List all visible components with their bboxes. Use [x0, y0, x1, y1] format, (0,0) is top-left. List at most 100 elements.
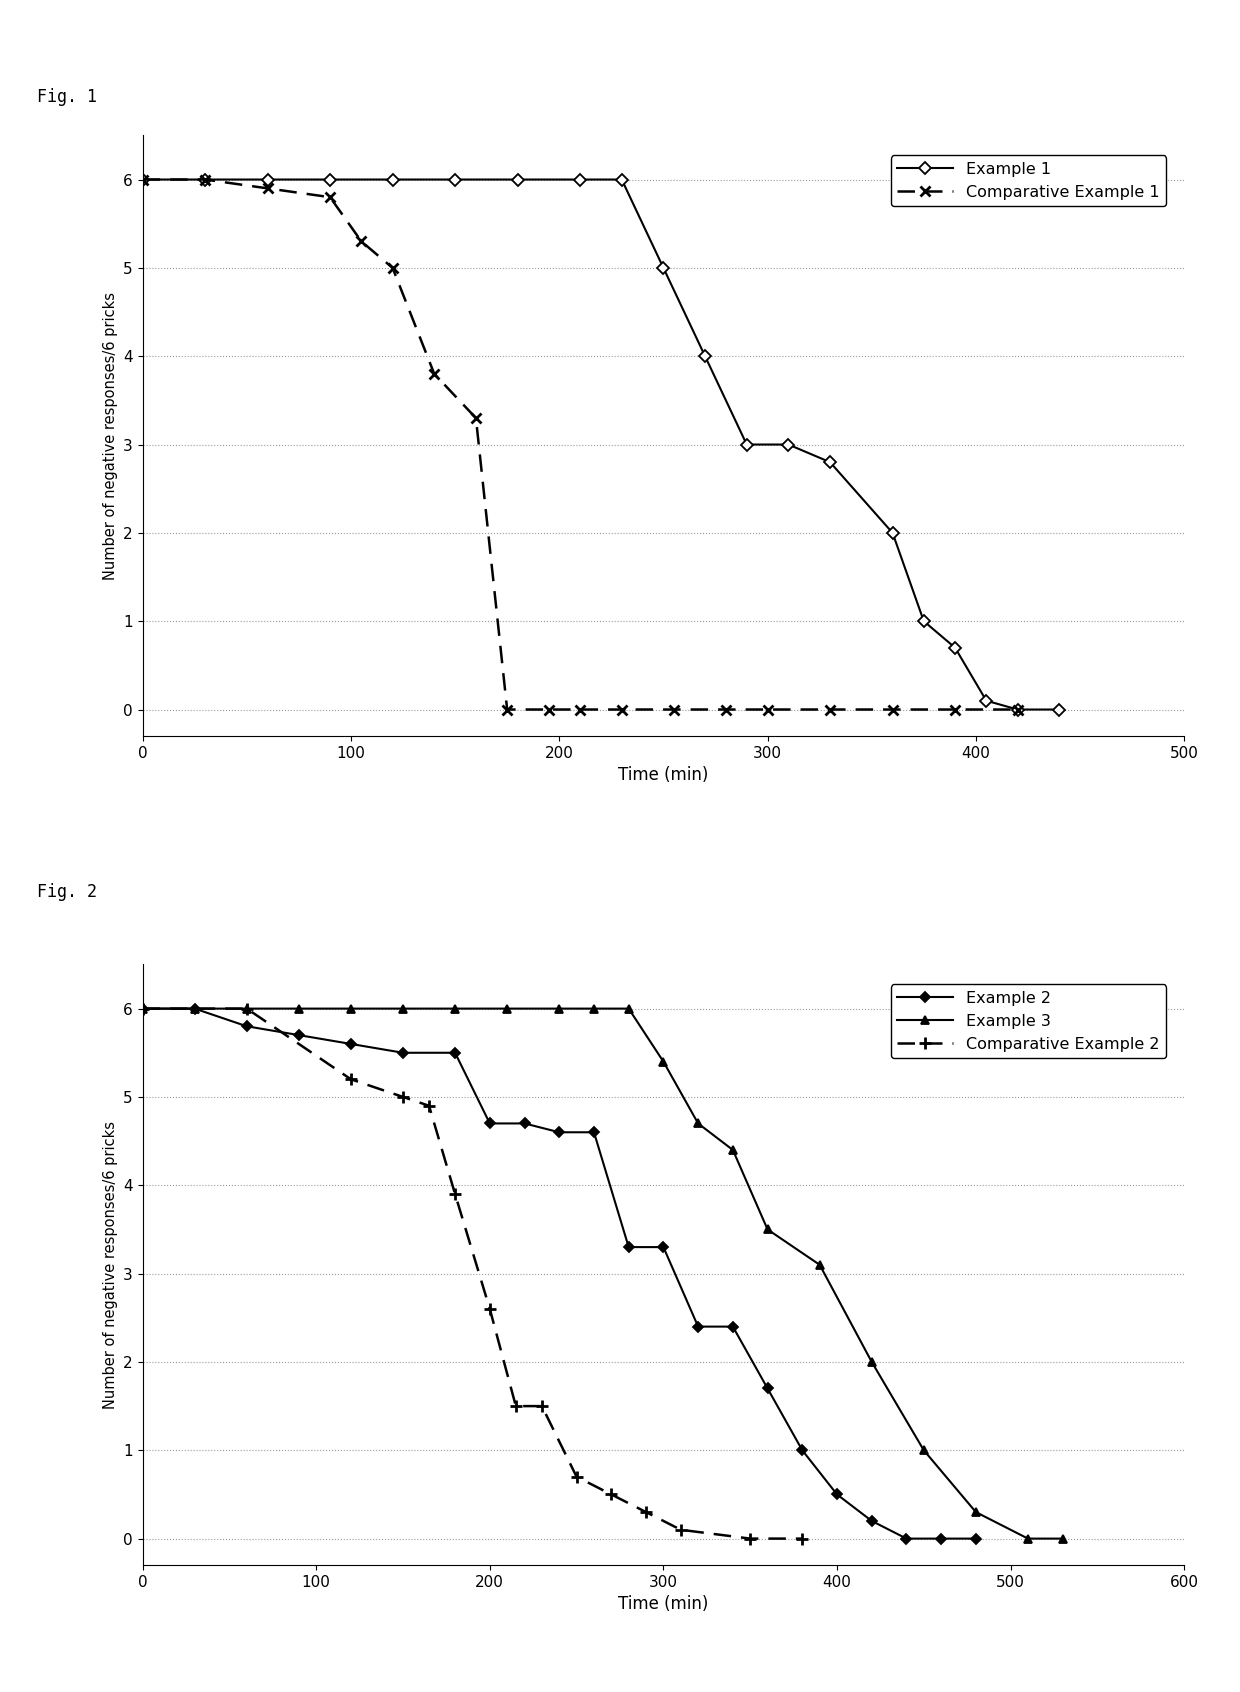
Example 2 [587, 1122, 601, 1142]
X-axis label: Time (min): Time (min) [619, 766, 708, 785]
Comparative Example 1 [666, 699, 681, 719]
Comparative Example 2 [135, 998, 150, 1019]
Comparative Example 1 [322, 188, 337, 208]
Example 2 [691, 1316, 706, 1337]
Comparative Example 2 [422, 1096, 436, 1117]
Example 3 [239, 998, 254, 1019]
Example 3 [552, 998, 567, 1019]
Example 1 [822, 452, 837, 472]
Example 3 [448, 998, 463, 1019]
Example 1 [448, 169, 463, 190]
X-axis label: Time (min): Time (min) [619, 1596, 708, 1614]
Example 3 [968, 1502, 983, 1523]
Comparative Example 1 [542, 699, 557, 719]
Example 3 [725, 1140, 740, 1161]
Example 2 [760, 1379, 775, 1399]
Y-axis label: Number of negative responses/6 pricks: Number of negative responses/6 pricks [103, 291, 118, 580]
Example 1 [739, 435, 754, 455]
Example 3 [135, 998, 150, 1019]
Example 3 [396, 998, 410, 1019]
Example 1 [135, 169, 150, 190]
Example 3 [621, 998, 636, 1019]
Line: Example 3: Example 3 [139, 1005, 1066, 1543]
Comparative Example 1 [260, 178, 275, 198]
Example 2 [934, 1528, 949, 1548]
Example 2 [656, 1237, 671, 1257]
Example 3 [812, 1255, 827, 1276]
Comparative Example 1 [614, 699, 629, 719]
Example 3 [864, 1352, 879, 1372]
Text: Fig. 1: Fig. 1 [37, 88, 97, 107]
Example 2 [552, 1122, 567, 1142]
Example 2 [343, 1034, 358, 1054]
Comparative Example 1 [760, 699, 775, 719]
Example 2 [830, 1484, 844, 1504]
Comparative Example 1 [947, 699, 962, 719]
Line: Example 2: Example 2 [139, 1005, 980, 1541]
Comparative Example 2 [482, 1299, 497, 1320]
Example 1 [916, 611, 931, 631]
Text: Fig. 2: Fig. 2 [37, 883, 97, 902]
Comparative Example 2 [396, 1086, 410, 1107]
Comparative Example 2 [569, 1467, 584, 1487]
Example 2 [621, 1237, 636, 1257]
Example 1 [978, 690, 993, 711]
Comparative Example 1 [469, 408, 484, 428]
Example 2 [448, 1042, 463, 1063]
Legend: Example 2, Example 3, Comparative Example 2: Example 2, Example 3, Comparative Exampl… [890, 985, 1166, 1058]
Comparative Example 1 [386, 257, 401, 277]
Line: Comparative Example 2: Comparative Example 2 [138, 1003, 807, 1545]
Example 1 [656, 257, 671, 277]
Example 2 [725, 1316, 740, 1337]
Legend: Example 1, Comparative Example 1: Example 1, Comparative Example 1 [890, 156, 1166, 206]
Example 3 [187, 998, 202, 1019]
Y-axis label: Number of negative responses/6 pricks: Number of negative responses/6 pricks [103, 1120, 118, 1409]
Example 1 [386, 169, 401, 190]
Comparative Example 1 [1011, 699, 1025, 719]
Example 1 [698, 347, 713, 367]
Example 2 [795, 1440, 810, 1460]
Comparative Example 1 [427, 364, 441, 384]
Example 3 [691, 1113, 706, 1134]
Line: Comparative Example 1: Comparative Example 1 [138, 174, 1023, 714]
Example 3 [343, 998, 358, 1019]
Example 1 [1011, 699, 1025, 719]
Example 3 [1055, 1528, 1070, 1548]
Example 2 [187, 998, 202, 1019]
Example 2 [517, 1113, 532, 1134]
Example 1 [1052, 699, 1066, 719]
Example 3 [760, 1220, 775, 1240]
Example 3 [916, 1440, 931, 1460]
Example 3 [587, 998, 601, 1019]
Comparative Example 1 [885, 699, 900, 719]
Comparative Example 2 [639, 1502, 653, 1523]
Example 2 [135, 998, 150, 1019]
Example 3 [500, 998, 515, 1019]
Example 1 [947, 638, 962, 658]
Example 3 [656, 1051, 671, 1071]
Example 2 [239, 1017, 254, 1037]
Comparative Example 1 [135, 169, 150, 190]
Example 2 [864, 1511, 879, 1531]
Example 1 [322, 169, 337, 190]
Example 2 [482, 1113, 497, 1134]
Comparative Example 1 [822, 699, 837, 719]
Example 1 [197, 169, 212, 190]
Comparative Example 2 [534, 1396, 549, 1416]
Comparative Example 1 [573, 699, 588, 719]
Example 1 [510, 169, 525, 190]
Example 1 [614, 169, 629, 190]
Example 2 [291, 1025, 306, 1046]
Example 1 [260, 169, 275, 190]
Comparative Example 1 [197, 169, 212, 190]
Comparative Example 1 [500, 699, 515, 719]
Example 3 [291, 998, 306, 1019]
Example 2 [899, 1528, 914, 1548]
Example 1 [573, 169, 588, 190]
Example 1 [885, 523, 900, 543]
Comparative Example 1 [353, 232, 368, 252]
Example 1 [781, 435, 796, 455]
Comparative Example 2 [343, 1069, 358, 1090]
Comparative Example 2 [508, 1396, 523, 1416]
Comparative Example 2 [239, 998, 254, 1019]
